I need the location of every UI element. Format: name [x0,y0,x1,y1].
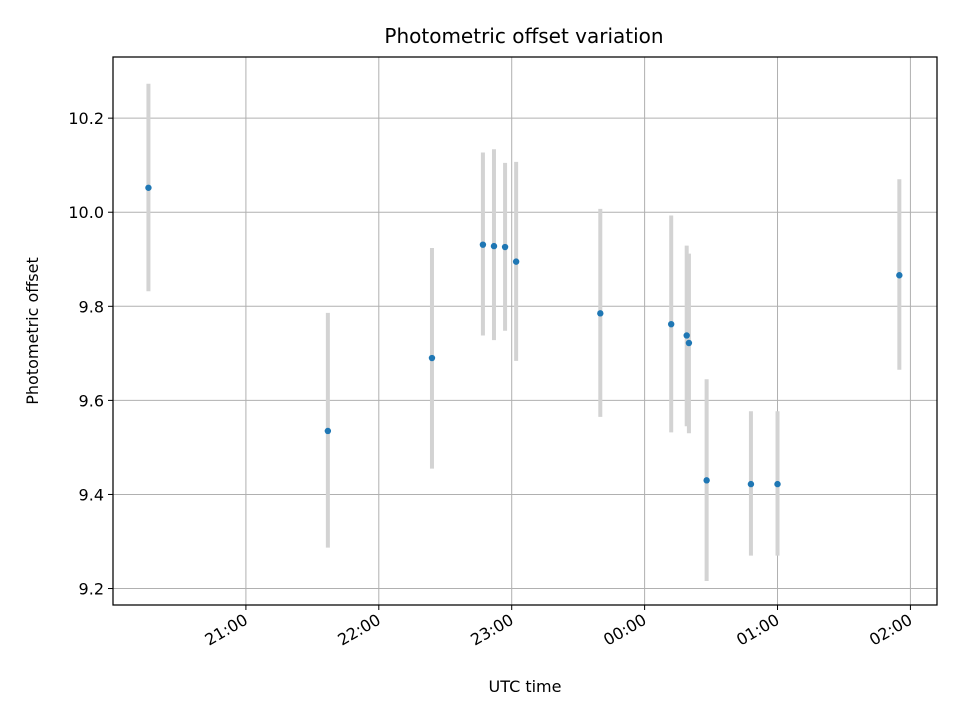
data-point [683,332,690,339]
chart-title: Photometric offset variation [384,24,663,48]
data-points [145,184,903,488]
data-point [512,258,520,265]
data-point [703,477,710,484]
y-tick-label: 9.2 [79,580,104,599]
y-tick-label: 9.6 [79,391,104,410]
y-axis: 9.2 9.4 9.6 9.8 10.0 10.2 [68,109,113,599]
data-point [501,243,509,251]
data-point [479,241,487,248]
grid [113,57,937,605]
data-point [324,427,332,435]
data-point [145,184,152,191]
data-point [896,272,903,279]
y-axis-label: Photometric offset [23,257,42,405]
data-point [490,242,498,250]
data-point [428,354,436,362]
data-point [597,310,604,317]
data-point [747,480,755,488]
data-point [667,320,675,328]
data-point [685,339,693,347]
y-tick-label: 9.4 [79,485,104,504]
x-axis-label: UTC time [489,677,562,696]
y-tick-label: 10.0 [68,203,104,222]
data-point [774,480,781,488]
y-tick-label: 9.8 [79,297,104,316]
y-tick-label: 10.2 [68,109,104,128]
plot-frame [112,56,938,606]
